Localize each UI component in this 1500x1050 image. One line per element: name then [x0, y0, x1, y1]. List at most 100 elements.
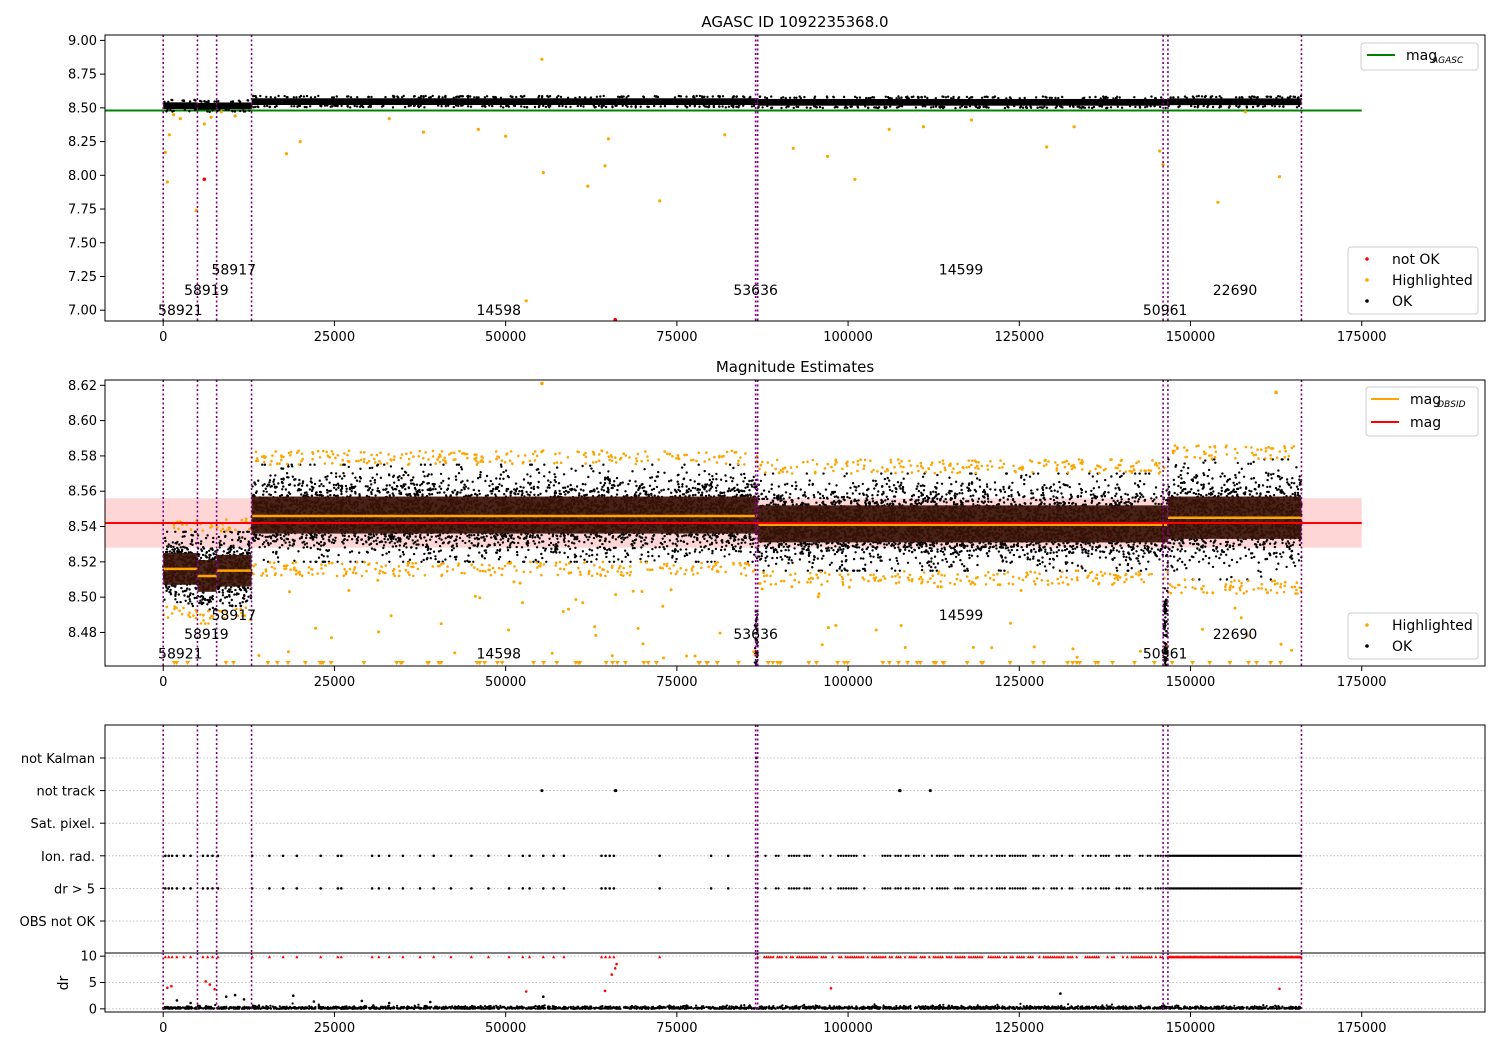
ok-point: [166, 550, 169, 554]
ok-point: [455, 545, 459, 548]
ok-point: [727, 105, 731, 108]
ok-point: [575, 485, 579, 488]
ok-point: [746, 493, 749, 496]
ok-point: [484, 479, 487, 483]
ok-point: [732, 106, 735, 109]
ok-point: [1057, 96, 1060, 100]
ok-point: [604, 476, 607, 479]
ok-point: [748, 479, 751, 483]
ok-point: [1281, 96, 1284, 99]
ok-point: [671, 556, 674, 559]
ok-point: [228, 595, 231, 598]
ok-point: [473, 96, 476, 99]
ok-point: [506, 487, 510, 491]
ok-point: [590, 467, 593, 470]
ok-point: [1253, 95, 1256, 99]
ok-point: [346, 105, 349, 108]
ok-point-cluster: [251, 98, 758, 106]
ok-point: [419, 104, 422, 108]
ok-point: [488, 484, 491, 487]
ok-point: [183, 594, 186, 597]
ok-point: [423, 536, 426, 539]
ok-point: [538, 537, 541, 540]
ok-point: [206, 534, 209, 537]
ok-point: [805, 106, 808, 109]
ok-point: [181, 99, 184, 102]
x-tick-label: 125000: [994, 330, 1044, 345]
ok-point: [391, 488, 395, 491]
ok-point: [869, 96, 872, 100]
ok-point: [437, 96, 440, 99]
ok-point: [283, 539, 286, 542]
ok-point: [711, 552, 714, 555]
ok-point: [897, 95, 900, 98]
ok-point: [1088, 96, 1092, 99]
ok-point: [368, 466, 372, 470]
ok-point: [178, 543, 181, 546]
ok-point: [292, 96, 295, 99]
ok-point: [617, 558, 620, 561]
ok-point: [206, 110, 209, 113]
ok-point: [627, 482, 630, 486]
ok-point: [263, 105, 266, 108]
ok-point: [200, 540, 203, 543]
highlighted-point: [225, 613, 229, 616]
ok-point: [562, 473, 566, 476]
ok-point: [437, 104, 440, 107]
ok-point: [651, 554, 654, 558]
ok-point: [248, 547, 251, 550]
highlighted-point: [165, 605, 169, 609]
ok-point: [941, 95, 944, 98]
highlighted-point: [658, 199, 662, 203]
legend-label-highlighted: Highlighted: [1392, 273, 1473, 289]
ok-point: [386, 491, 389, 494]
ok-point: [608, 560, 611, 563]
ok-point: [419, 484, 422, 487]
ok-point: [194, 99, 197, 102]
ok-point: [418, 490, 422, 494]
obsid-label: 22690: [1213, 283, 1258, 299]
ok-point: [218, 108, 221, 111]
highlighted-point: [173, 605, 176, 608]
ok-point: [242, 109, 245, 112]
ok-point: [398, 548, 401, 552]
ok-point: [584, 483, 587, 486]
ok-point: [688, 552, 691, 555]
ok-point: [548, 537, 551, 540]
ok-point: [532, 560, 535, 563]
ok-point: [268, 105, 272, 109]
ok-point: [694, 560, 698, 563]
legend-upper: mag AGASC: [1360, 42, 1479, 71]
ok-point: [261, 534, 264, 537]
ok-point: [714, 486, 718, 489]
ok-point: [944, 96, 948, 99]
ok-point: [604, 552, 607, 555]
highlighted-point: [1216, 200, 1220, 204]
ok-point: [886, 95, 890, 99]
ok-point: [1109, 106, 1113, 109]
x-tick-label: 175000: [1337, 330, 1387, 345]
ok-point: [599, 481, 602, 485]
ok-point: [952, 97, 955, 100]
ok-point: [1255, 96, 1259, 99]
ok-point: [508, 546, 512, 549]
ok-point: [239, 604, 242, 608]
ok-point: [446, 535, 450, 539]
ok-point: [172, 545, 175, 549]
ok-point: [238, 100, 242, 103]
highlighted-point: [244, 519, 248, 523]
ok-point: [269, 542, 272, 545]
ok-point: [728, 463, 732, 466]
ok-point: [408, 558, 412, 561]
ok-point: [533, 542, 537, 545]
ok-point: [165, 589, 168, 592]
ok-point: [1185, 96, 1188, 100]
ok-point: [1202, 104, 1205, 108]
obsid-label: 53636: [733, 283, 778, 299]
ok-point: [849, 105, 852, 109]
ok-point: [373, 478, 377, 482]
ok-point: [711, 549, 714, 553]
ok-point: [231, 100, 235, 103]
ok-point: [188, 100, 192, 103]
